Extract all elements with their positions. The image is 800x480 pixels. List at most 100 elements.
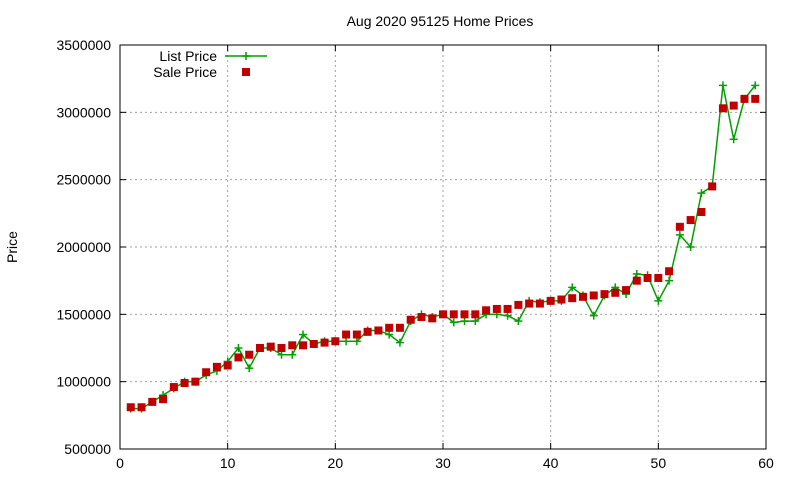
sale-price-point xyxy=(331,337,340,346)
x-tick-label: 50 xyxy=(651,455,667,471)
sale-price-point xyxy=(212,362,221,371)
list-price-point xyxy=(686,243,695,251)
x-tick-label: 0 xyxy=(116,455,124,471)
sale-price-point xyxy=(406,315,415,324)
x-tick-label: 20 xyxy=(328,455,344,471)
list-price-point xyxy=(277,350,286,359)
sale-price-point xyxy=(428,314,437,323)
sale-price-point xyxy=(180,379,189,388)
sale-price-point xyxy=(503,304,512,313)
sale-price-point xyxy=(342,330,351,339)
y-tick-label: 3500000 xyxy=(56,37,111,53)
sale-price-point xyxy=(169,383,178,392)
sale-price-point xyxy=(320,338,329,347)
y-tick-label: 3000000 xyxy=(56,104,111,120)
sale-price-point xyxy=(223,361,232,370)
sale-price-point xyxy=(611,288,620,297)
sale-price-point xyxy=(568,294,577,303)
sale-price-point xyxy=(374,326,383,335)
list-price-point xyxy=(514,317,523,326)
list-price-point xyxy=(665,276,674,285)
sale-price-point xyxy=(234,353,243,362)
series-sale-price xyxy=(126,94,760,412)
y-tick-label: 2500000 xyxy=(56,172,111,188)
sale-price-point xyxy=(600,290,609,299)
sale-price-point xyxy=(675,222,684,231)
chart-title: Aug 2020 95125 Home Prices xyxy=(347,13,534,29)
sale-price-point xyxy=(740,94,749,103)
y-tick-label: 2000000 xyxy=(56,239,111,255)
sale-price-point xyxy=(514,300,523,309)
y-tick-label: 500000 xyxy=(64,441,111,457)
grid xyxy=(120,45,766,449)
sale-price-point xyxy=(202,368,211,377)
sale-price-point xyxy=(137,403,146,412)
sale-price-point xyxy=(363,327,372,336)
x-tick-label: 60 xyxy=(758,455,774,471)
sale-price-point xyxy=(255,344,264,352)
sale-price-point xyxy=(708,182,717,191)
sale-price-point xyxy=(460,310,469,319)
y-axis-label: Price xyxy=(4,231,20,263)
sale-price-point xyxy=(622,286,631,295)
sale-price-point xyxy=(395,323,404,332)
list-price-point xyxy=(568,283,577,292)
sale-price-point xyxy=(751,94,760,103)
list-price-point xyxy=(718,81,727,90)
sale-price-point xyxy=(245,350,254,359)
list-price-point xyxy=(299,330,308,339)
sale-price-point xyxy=(191,377,200,386)
sale-price-point xyxy=(686,216,695,225)
list-price-point xyxy=(589,311,598,320)
sale-price-point xyxy=(632,276,641,285)
list-price-point xyxy=(352,337,361,346)
list-price-point xyxy=(342,337,351,346)
list-price-point xyxy=(675,230,684,239)
list-price-point xyxy=(751,81,760,90)
sale-price-point xyxy=(299,341,308,350)
axes: 0 10 20 30 40 50 60 500000 1000000 1500000 2000000… xyxy=(56,37,774,471)
sale-price-point xyxy=(492,304,501,313)
sale-price-point xyxy=(546,296,555,305)
list-price-point xyxy=(729,135,738,144)
sale-price-point xyxy=(729,101,738,110)
legend-label: List Price xyxy=(159,48,217,64)
list-price-point xyxy=(234,344,243,352)
sale-price-point xyxy=(159,395,168,404)
list-price-point xyxy=(460,317,469,326)
sale-price-point xyxy=(643,273,652,282)
sale-price-point xyxy=(578,292,587,301)
sale-price-point xyxy=(525,299,534,308)
y-tick-label: 1000000 xyxy=(56,374,111,390)
list-price-point xyxy=(654,296,663,305)
sale-price-point xyxy=(697,207,706,216)
y-tick-label: 1500000 xyxy=(56,306,111,322)
sale-price-point xyxy=(718,104,727,113)
sale-price-point xyxy=(309,339,318,348)
sale-price-point xyxy=(126,403,135,412)
list-price-point xyxy=(449,318,458,327)
list-price-point xyxy=(245,364,254,373)
sale-price-point xyxy=(266,342,275,351)
x-tick-label: 30 xyxy=(435,455,451,471)
sale-price-point xyxy=(589,291,598,300)
x-tick-label: 40 xyxy=(543,455,559,471)
list-price-point xyxy=(395,338,404,347)
legend-cross-sample xyxy=(242,52,250,60)
legend-square-sample xyxy=(242,68,250,76)
sale-price-point xyxy=(449,310,458,319)
sale-price-point xyxy=(557,295,566,304)
x-tick-label: 10 xyxy=(220,455,236,471)
sale-price-point xyxy=(482,306,491,315)
list-price-point xyxy=(288,350,297,359)
list-price-point xyxy=(697,189,706,198)
sale-price-point xyxy=(535,299,544,308)
list-price-point xyxy=(632,269,641,278)
series xyxy=(126,81,760,413)
sale-price-point xyxy=(288,341,297,350)
sale-price-point xyxy=(665,267,674,276)
sale-price-point xyxy=(439,310,447,319)
list-price-point xyxy=(471,317,480,326)
